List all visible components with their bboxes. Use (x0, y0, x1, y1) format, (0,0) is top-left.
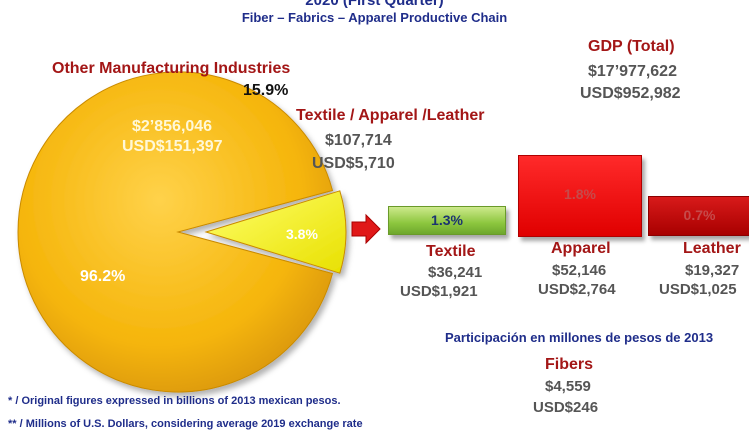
gdp-usd: USD$952,982 (580, 85, 681, 102)
pie-slice-label-small: 3.8% (286, 226, 318, 242)
footnote-usd: ** / Millions of U.S. Dollars, consideri… (8, 418, 363, 430)
fibers-value: $4,559 (545, 378, 591, 395)
pie-slice-label-main: 96.2% (80, 268, 126, 285)
arrow-icon (351, 213, 381, 245)
leather-value: $19,327 (685, 262, 740, 279)
textile-label: Textile (426, 243, 476, 260)
other-manufacturing-pct: 15.9% (243, 82, 289, 99)
textile-usd: USD$1,921 (400, 283, 478, 300)
textile-apparel-leather-value: $107,714 (325, 132, 392, 149)
leather-label: Leather (683, 240, 741, 257)
apparel-pct: 1.8% (564, 186, 596, 202)
other-manufacturing-label: Other Manufacturing Industries (52, 60, 291, 77)
fibers-label: Fibers (545, 356, 594, 373)
gdp-value: $17’977,622 (588, 63, 677, 80)
textile-apparel-leather-label: Textile / Apparel /Leather (296, 107, 485, 124)
gdp-label: GDP (Total) (588, 38, 675, 55)
textile-apparel-leather-usd: USD$5,710 (312, 155, 395, 172)
apparel-label: Apparel (551, 240, 611, 257)
leather-pct: 0.7% (683, 207, 716, 223)
apparel-usd: USD$2,764 (538, 281, 616, 298)
leather-bar (648, 196, 749, 236)
chart-title: 2020 (First Quarter) (305, 0, 444, 9)
other-manufacturing-value: $2’856,046 (132, 118, 213, 135)
fibers-usd: USD$246 (533, 399, 599, 416)
participacion-note: Participación en millones de pesos de 20… (445, 330, 714, 345)
apparel-value: $52,146 (552, 262, 607, 279)
textile-pct: 1.3% (431, 212, 463, 228)
other-manufacturing-usd: USD$151,397 (122, 138, 223, 155)
pie-slice-other-manufacturing (17, 71, 334, 393)
apparel-bar (518, 155, 642, 237)
textile-value: $36,241 (428, 264, 483, 281)
pie-slice-textile-apparel-leather (204, 190, 347, 274)
chart-subtitle: Fiber – Fabrics – Apparel Productive Cha… (241, 10, 508, 25)
leather-usd: USD$1,025 (659, 281, 737, 298)
footnote-original-figures: * / Original figures expressed in billio… (8, 395, 341, 407)
textile-bar (388, 206, 506, 235)
